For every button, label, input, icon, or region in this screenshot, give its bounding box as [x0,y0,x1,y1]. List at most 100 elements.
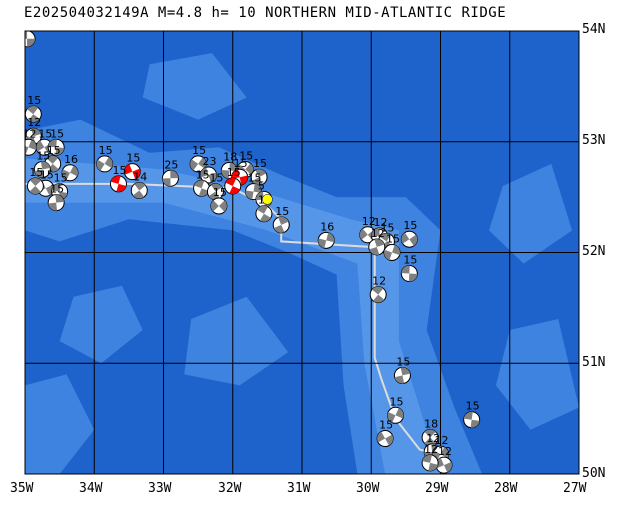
lat-label-53: 53N [582,133,606,148]
event-depth-label: 18 [223,151,237,164]
beachball-quadrant [96,159,105,171]
beachball-quadrant [104,157,113,169]
event-depth-label: 15 [403,219,417,232]
event-depth-label: 16 [320,220,334,233]
beachball-quadrant [273,224,285,233]
event-beachball: 15 [386,395,404,424]
lon-label-29w: 29W [425,481,449,496]
event-depth-label: 15 [248,172,262,185]
beachball-quadrant [371,227,380,237]
event-depth-label: 15 [21,19,35,32]
event-depth-label: 15 [27,94,41,107]
beachball-quadrant [116,183,127,192]
event-depth-label: 12 [362,215,376,228]
beachball-quadrant [359,228,368,240]
event-beachball: 15 [189,144,207,173]
beachball-quadrant [409,234,418,246]
event-depth-label: 15 [126,152,140,165]
event-depth-label: 15 [275,205,289,218]
event-beachball: 15 [33,149,51,178]
beachball-quadrant [29,186,41,195]
ridge-region [25,158,448,474]
shallow-region [495,318,579,430]
beachball-quadrant [55,147,65,156]
event-depth-label: 15 [192,144,206,157]
beachball-quadrant [62,169,71,180]
beachball-quadrant [395,407,404,419]
event-depth-label: 12 [426,432,440,445]
beachball-quadrant [170,170,179,179]
beachball-quadrant [194,180,205,189]
beachball-quadrant [470,419,480,428]
beachball-quadrant [26,106,39,115]
lat-label-51: 51N [582,355,606,370]
beachball-quadrant [231,169,240,179]
event-depth-label: 15 [50,127,64,140]
beachball-quadrant [124,164,133,175]
event-beachball: 15 [123,152,141,181]
event-beachball: 15 [383,233,401,261]
event-depth-label: 5 [258,179,265,192]
beachball-quadrant [162,178,171,187]
beachball-quadrant [428,462,438,471]
beachball-quadrant [443,461,452,473]
event-depth-label: 15 [234,157,248,170]
lon-label-33w: 33W [148,481,172,496]
event-beachball: 15 [376,419,394,448]
beachball-quadrant [379,233,392,242]
event-beachball: 15 [25,94,42,123]
event-depth-label: 25 [164,158,178,171]
event-depth-label: 16 [64,153,78,166]
beachball-quadrant [29,178,42,187]
lon-label-28w: 28W [494,481,518,496]
event-depth-label: 15 [396,355,410,368]
beachball-quadrant [372,286,384,295]
lat-label-50: 50N [582,466,606,481]
beachball-quadrant [401,232,410,244]
beachball-quadrant [36,140,45,152]
beachball-quadrant [208,191,220,200]
shallow-region [59,285,143,364]
event-beachball: 15 [210,186,228,215]
event-depth-label: 15 [253,157,267,170]
beachball-quadrant [245,163,254,175]
beachball-quadrant [256,205,268,214]
event-depth-label: 15 [386,233,400,246]
beachball-quadrant [225,178,237,187]
beachball-quadrant [208,172,217,183]
event-beachball: 15 [236,149,254,178]
beachball-quadrant [132,168,141,180]
event-beachball: 15 [272,205,290,234]
beachball-quadrant [255,169,267,178]
event-beachball: 15 [47,183,65,212]
event-depth-label: 18 [424,417,438,430]
event-depth-label: 15 [36,149,50,162]
event-depth-label: 12 [22,127,36,140]
beachball-quadrant [374,238,385,247]
event-beachball: 12 [22,127,37,156]
event-depth-label: 12 [372,275,386,288]
lon-label-31w: 31W [287,481,311,496]
beachball-quadrant [463,411,473,420]
event-depth-label: 15 [239,149,253,162]
beachball-quadrant [198,188,210,197]
beachball-quadrant [400,367,411,376]
event-beachball: 14 [130,170,148,199]
event-beachball: 18 [421,417,439,446]
event-depth-label: 12 [371,227,385,240]
event-depth-label: 12 [424,443,438,456]
event-depth-label: 15 [209,172,223,185]
event-beachball: 16 [317,220,335,249]
beachball-quadrant [401,265,410,274]
event-beachball: 15 [463,400,481,429]
beachball-quadrant [318,238,327,249]
event-depth-label: 15 [112,164,126,177]
beachball-quadrant [218,200,227,212]
event-beachball: 18 [220,151,238,180]
beachball-quadrant [31,128,42,137]
event-depth-label: 14 [133,170,147,183]
map-title: E202504032149A M=4.8 h= 10 NORTHERN MID-… [24,5,507,21]
shallow-region [142,53,247,120]
beachball-quadrant [48,202,57,211]
